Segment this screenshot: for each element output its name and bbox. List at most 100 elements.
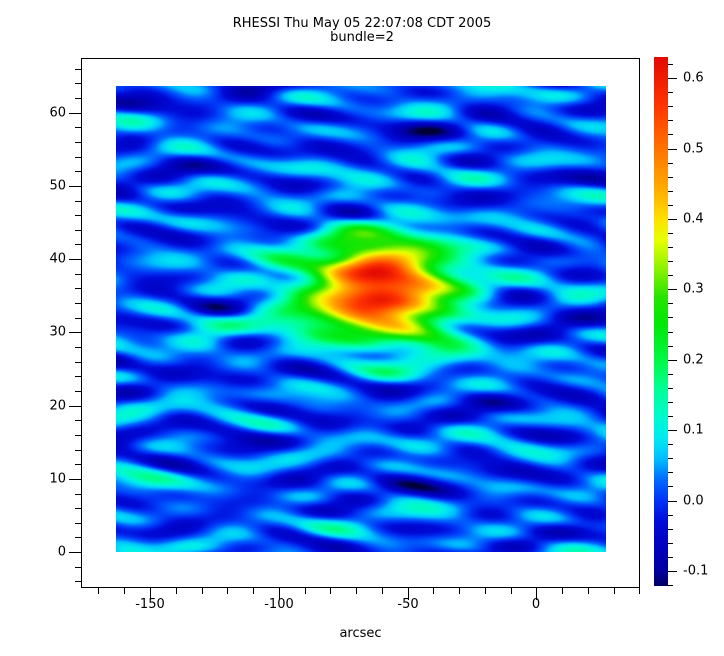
y-axis-minor-tick — [75, 69, 81, 70]
y-axis-major-tick — [69, 113, 81, 114]
y-axis-minor-tick — [75, 127, 81, 128]
y-axis-tick-label: 0 — [57, 544, 66, 560]
colorbar-minor-tick — [668, 275, 673, 276]
colorbar-minor-tick — [668, 346, 673, 347]
colorbar-major-tick — [668, 149, 677, 150]
y-axis-minor-tick — [75, 581, 81, 582]
colorbar-minor-tick — [668, 92, 673, 93]
colorbar-minor-tick — [668, 472, 673, 473]
y-axis-minor-tick — [75, 288, 81, 289]
y-axis-minor-tick — [75, 508, 81, 509]
y-axis-major-tick — [69, 332, 81, 333]
x-axis-minor-tick — [382, 588, 383, 594]
colorbar-minor-tick — [668, 486, 673, 487]
colorbar-major-tick — [668, 219, 677, 220]
x-axis-tick-label: -50 — [397, 597, 419, 612]
y-axis-major-tick — [69, 552, 81, 553]
colorbar-tick-label: 0.1 — [683, 422, 704, 438]
y-axis-minor-tick — [75, 303, 81, 304]
colorbar-minor-tick — [668, 515, 673, 516]
colorbar-tick-label: 0.3 — [683, 281, 704, 297]
colorbar-major-tick — [668, 289, 677, 290]
y-axis-tick-label: 10 — [49, 471, 66, 487]
colorbar-minor-tick — [668, 332, 673, 333]
x-axis-major-tick — [536, 588, 537, 600]
colorbar-minor-tick — [668, 458, 673, 459]
y-axis-minor-tick — [75, 567, 81, 568]
x-axis-minor-tick — [639, 588, 640, 594]
y-axis-minor-tick — [75, 376, 81, 377]
x-axis-major-tick — [150, 588, 151, 600]
y-axis-minor-tick — [75, 347, 81, 348]
x-axis-minor-tick — [614, 588, 615, 594]
colorbar-minor-tick — [668, 64, 673, 65]
x-axis-minor-tick — [202, 588, 203, 594]
colorbar-minor-tick — [668, 444, 673, 445]
y-axis-major-tick — [69, 186, 81, 187]
y-axis-minor-tick — [75, 215, 81, 216]
x-axis-minor-tick — [124, 588, 125, 594]
y-axis-minor-tick — [75, 244, 81, 245]
colorbar-minor-tick — [668, 416, 673, 417]
x-axis-minor-tick — [176, 588, 177, 594]
y-axis-minor-tick — [75, 83, 81, 84]
y-axis-minor-tick — [75, 171, 81, 172]
colorbar-minor-tick — [668, 585, 673, 586]
colorbar-minor-tick — [668, 388, 673, 389]
x-axis-tick-label: -150 — [135, 597, 165, 612]
colorbar-minor-tick — [668, 402, 673, 403]
plot-frame — [81, 58, 640, 588]
colorbar-major-tick — [668, 430, 677, 431]
colorbar-tick-label: 0.2 — [683, 352, 704, 368]
colorbar-minor-tick — [668, 120, 673, 121]
x-axis-minor-tick — [588, 588, 589, 594]
x-axis-tick-label: -100 — [264, 597, 294, 612]
x-axis-minor-tick — [253, 588, 254, 594]
colorbar-tick-label: -0.1 — [683, 563, 709, 579]
y-axis-minor-tick — [75, 464, 81, 465]
y-axis-major-tick — [69, 406, 81, 407]
y-axis-major-tick — [69, 479, 81, 480]
y-axis-minor-tick — [75, 420, 81, 421]
x-axis-minor-tick — [562, 588, 563, 594]
x-axis-minor-tick — [511, 588, 512, 594]
x-axis-minor-tick — [459, 588, 460, 594]
x-axis-tick-label: 0 — [531, 597, 541, 612]
colorbar-minor-tick — [668, 261, 673, 262]
colorbar-minor-tick — [668, 233, 673, 234]
x-axis-minor-tick — [356, 588, 357, 594]
colorbar-minor-tick — [668, 247, 673, 248]
y-axis-minor-tick — [75, 494, 81, 495]
y-axis-tick-label: 20 — [49, 398, 66, 414]
colorbar-tick-label: 0.0 — [683, 493, 704, 509]
y-axis-major-tick — [69, 259, 81, 260]
y-axis-minor-tick — [75, 98, 81, 99]
colorbar-minor-tick — [668, 374, 673, 375]
y-axis-minor-tick — [75, 142, 81, 143]
y-axis-minor-tick — [75, 274, 81, 275]
x-axis-major-tick — [279, 588, 280, 600]
y-axis-minor-tick — [75, 318, 81, 319]
colorbar-minor-tick — [668, 191, 673, 192]
plot-subtitle: bundle=2 — [330, 30, 394, 45]
y-axis-tick-label: 40 — [49, 251, 66, 267]
x-axis-minor-tick — [305, 588, 306, 594]
x-axis-major-tick — [408, 588, 409, 600]
y-axis-minor-tick — [75, 391, 81, 392]
x-axis-minor-tick — [227, 588, 228, 594]
colorbar-minor-tick — [668, 205, 673, 206]
colorbar-minor-tick — [668, 163, 673, 164]
y-axis-tick-label: 50 — [49, 178, 66, 194]
y-axis-minor-tick — [75, 537, 81, 538]
y-axis-minor-tick — [75, 450, 81, 451]
x-axis-minor-tick — [433, 588, 434, 594]
y-axis-minor-tick — [75, 157, 81, 158]
y-axis-tick-label: 30 — [49, 324, 66, 340]
y-axis-minor-tick — [75, 362, 81, 363]
colorbar-minor-tick — [668, 529, 673, 530]
colorbar-major-tick — [668, 571, 677, 572]
x-axis-minor-tick — [485, 588, 486, 594]
y-axis-minor-tick — [75, 523, 81, 524]
colorbar-tick-label: 0.4 — [683, 211, 704, 227]
